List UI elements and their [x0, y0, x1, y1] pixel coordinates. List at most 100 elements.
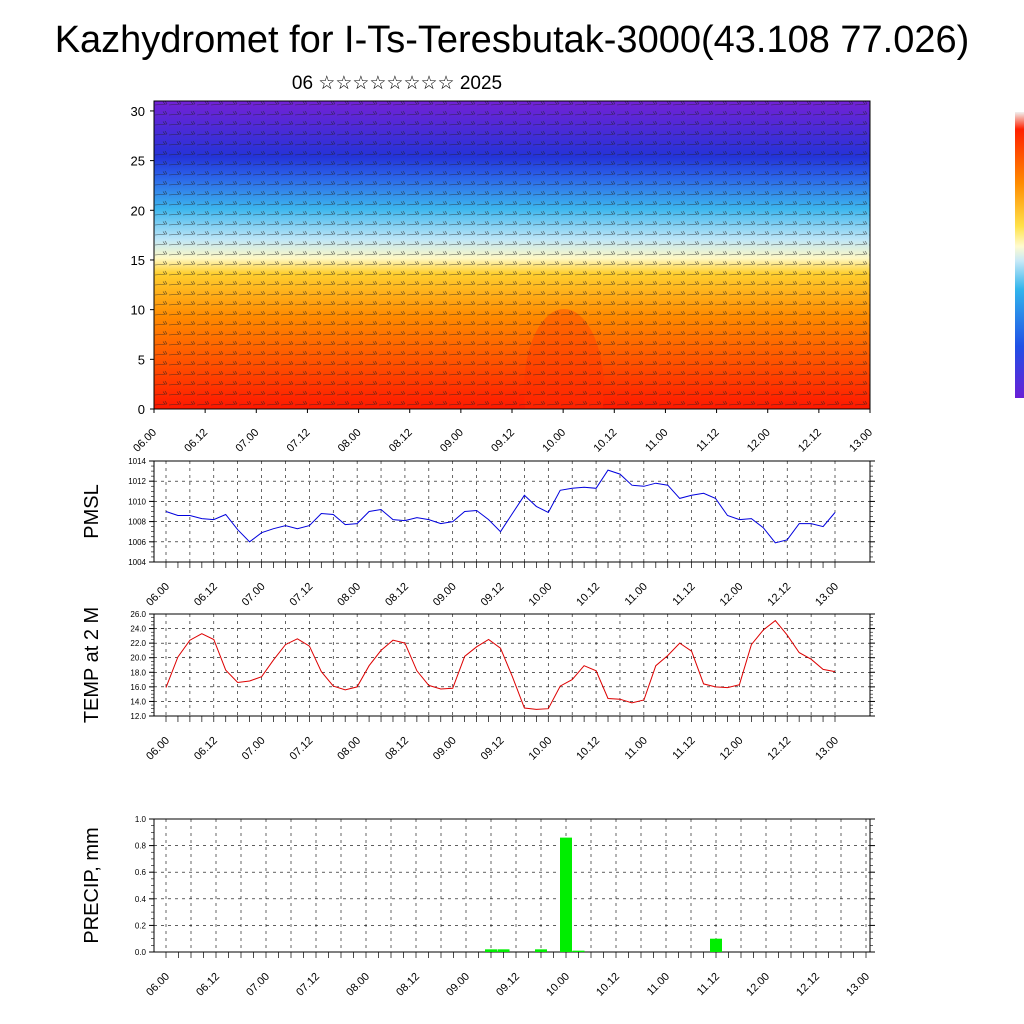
x-tick-label: 09.12 — [494, 971, 522, 999]
x-tick-label: 10.12 — [591, 427, 619, 455]
y-tick-label: 0 — [138, 402, 145, 417]
x-tick-label: 06.12 — [192, 735, 220, 763]
x-tick-label: 13.00 — [847, 427, 875, 455]
colorbar — [1015, 112, 1024, 398]
wind-barbs — [154, 101, 870, 409]
x-tick-label: 07.00 — [244, 971, 272, 999]
x-tick-label: 10.12 — [574, 735, 602, 763]
y-tick-label: 0.8 — [135, 842, 147, 851]
x-tick-label: 07.12 — [288, 735, 316, 763]
y-tick-label: 1010 — [128, 497, 146, 506]
y-tick-label: 1014 — [128, 457, 146, 466]
x-tick-label: 12.12 — [765, 735, 793, 763]
precip-bar — [560, 837, 572, 952]
x-tick-label: 08.12 — [383, 581, 411, 609]
y-tick-label: 5 — [138, 352, 145, 367]
y-tick-label: 1004 — [128, 558, 146, 567]
precip-bar — [485, 949, 497, 952]
precip-bar — [497, 949, 510, 952]
x-tick-label: 13.00 — [813, 735, 841, 763]
x-tick-label: 10.00 — [526, 735, 554, 763]
x-tick-label: 11.00 — [645, 971, 672, 998]
y-tick-label: 1008 — [128, 518, 146, 527]
x-tick-label: 07.12 — [288, 581, 316, 609]
x-tick-label: 09.00 — [431, 735, 459, 763]
y-tick-label: 0.2 — [135, 921, 147, 930]
y-tick-label: 1006 — [128, 538, 146, 547]
x-tick-label: 12.00 — [718, 735, 746, 763]
x-tick-label: 09.00 — [438, 427, 466, 455]
y-tick-label: 16.0 — [130, 683, 146, 692]
x-tick-label: 11.00 — [643, 427, 670, 454]
x-tick-label: 07.00 — [240, 581, 268, 609]
x-tick-label: 10.12 — [594, 971, 622, 999]
x-tick-label: 06.12 — [182, 427, 210, 455]
x-tick-label: 08.12 — [387, 427, 415, 455]
y-tick-label: 20.0 — [130, 654, 146, 663]
x-tick-label: 07.12 — [294, 971, 322, 999]
chart-subtitle: 06 ☆☆☆☆☆☆☆☆ 2025 — [291, 73, 503, 94]
x-tick-label: 09.12 — [479, 735, 507, 763]
y-tick-label: 15 — [131, 253, 145, 268]
temp-line — [165, 619, 836, 710]
y-tick-label: 30 — [131, 104, 145, 119]
y-tick-label: 0.6 — [135, 868, 147, 877]
x-tick-label: 12.12 — [796, 427, 824, 455]
x-tick-label: 10.12 — [574, 581, 602, 609]
x-tick-label: 12.12 — [765, 581, 793, 609]
precip-bar — [572, 950, 585, 952]
x-tick-label: 07.00 — [233, 427, 261, 455]
y-tick-label: 14.0 — [130, 697, 146, 706]
x-tick-label: 08.00 — [344, 971, 372, 999]
y-tick-label: 1012 — [128, 477, 146, 486]
y-tick-label: 20 — [131, 203, 145, 218]
y-axis-label: PMSL — [81, 484, 103, 538]
panel-frame — [153, 460, 871, 563]
precip-bar — [535, 949, 547, 952]
x-tick-label: 11.12 — [670, 581, 697, 608]
x-tick-label: 10.00 — [544, 971, 572, 999]
x-tick-label: 13.00 — [844, 971, 872, 999]
panel-frame — [153, 613, 871, 717]
x-tick-label: 12.12 — [794, 971, 822, 999]
y-axis-label: TEMP at 2 M — [81, 607, 103, 723]
x-tick-label: 08.00 — [335, 581, 363, 609]
y-tick-label: 24.0 — [130, 625, 146, 634]
x-tick-label: 11.00 — [623, 735, 650, 762]
y-tick-label: 10 — [131, 303, 145, 318]
x-tick-label: 06.12 — [194, 971, 222, 999]
y-tick-label: 12.0 — [130, 712, 146, 721]
x-tick-label: 09.00 — [444, 971, 472, 999]
y-tick-label: 1.0 — [135, 815, 147, 824]
x-tick-label: 08.12 — [383, 735, 411, 763]
x-tick-label: 13.00 — [813, 581, 841, 609]
x-tick-label: 11.12 — [670, 735, 697, 762]
x-tick-label: 10.00 — [526, 581, 554, 609]
x-tick-label: 08.00 — [336, 427, 364, 455]
x-tick-label: 11.12 — [695, 971, 722, 998]
y-tick-label: 22.0 — [130, 639, 146, 648]
x-tick-label: 12.00 — [745, 427, 773, 455]
x-tick-label: 08.12 — [394, 971, 422, 999]
y-tick-label: 18.0 — [130, 668, 146, 677]
y-axis-label: PRECIP, mm — [81, 827, 103, 943]
chart-title: Kazhydromet for I-Ts-Teresbutak-3000(43.… — [54, 19, 970, 61]
x-tick-label: 12.00 — [718, 581, 746, 609]
pmsl-line — [165, 469, 836, 544]
x-tick-label: 08.00 — [335, 735, 363, 763]
x-tick-label: 06.12 — [192, 581, 220, 609]
x-tick-label: 11.12 — [694, 427, 721, 454]
x-tick-label: 06.00 — [131, 427, 159, 455]
x-tick-label: 06.00 — [144, 735, 172, 763]
panel-frame — [153, 818, 871, 953]
x-tick-label: 10.00 — [540, 427, 568, 455]
x-tick-label: 11.00 — [623, 581, 650, 608]
x-tick-label: 12.00 — [744, 971, 772, 999]
y-tick-label: 0.0 — [135, 948, 147, 957]
x-tick-label: 09.12 — [479, 581, 507, 609]
x-tick-label: 06.00 — [144, 581, 172, 609]
heatmap-overlay — [154, 101, 870, 409]
x-tick-label: 09.12 — [489, 427, 517, 455]
y-tick-label: 26.0 — [130, 610, 146, 619]
